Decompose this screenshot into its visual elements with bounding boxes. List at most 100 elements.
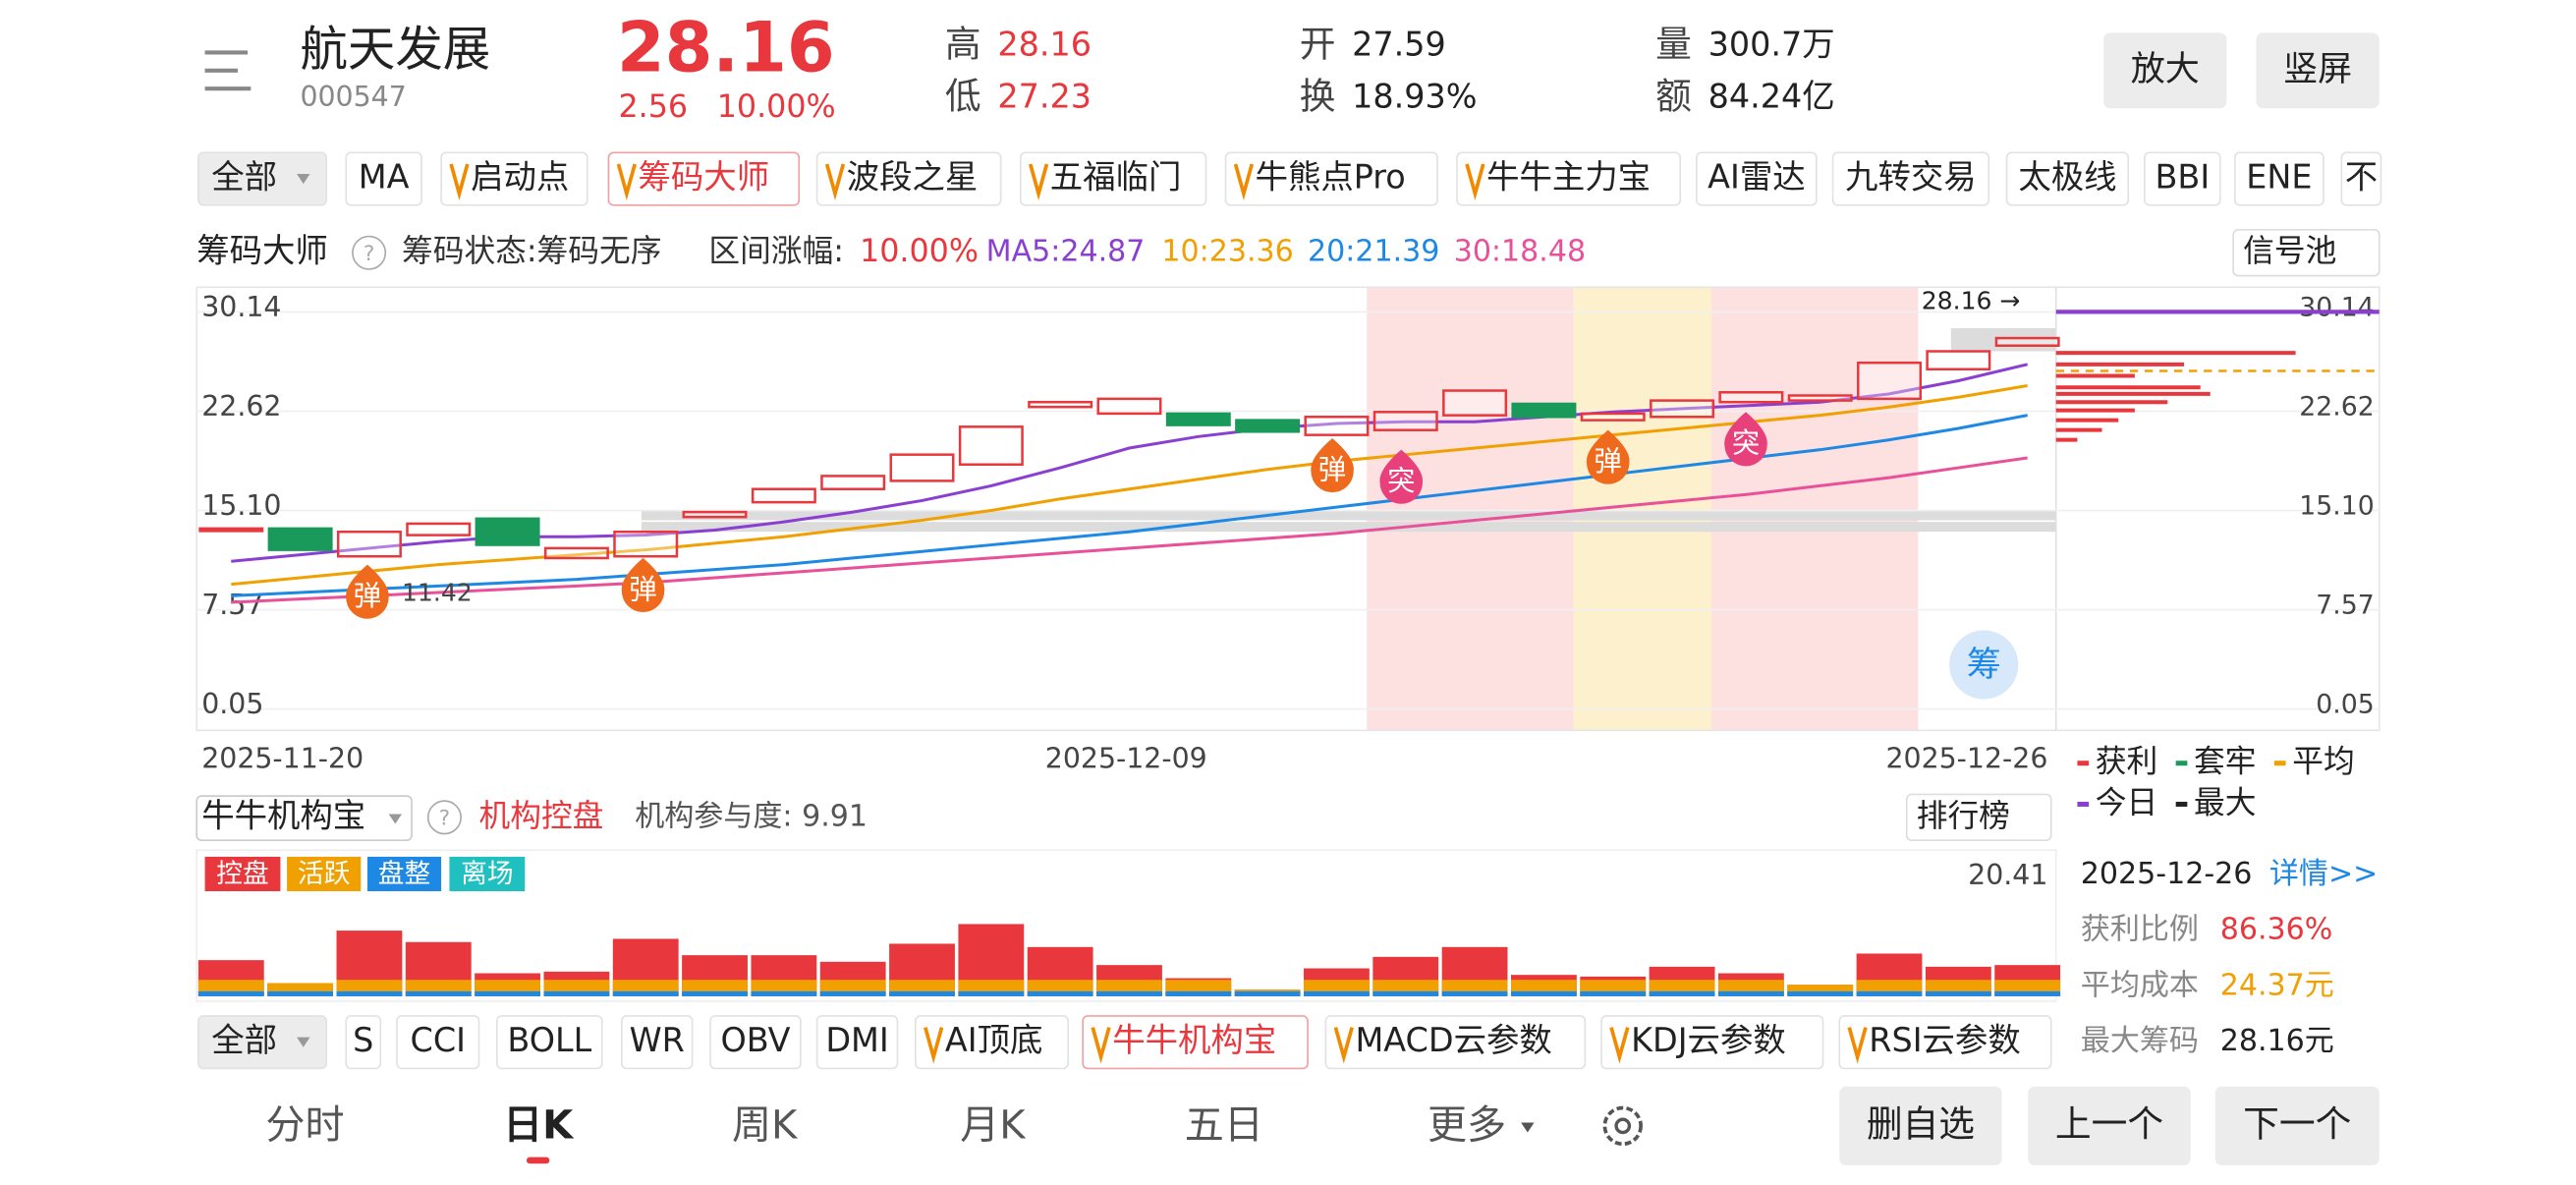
signal-marker [346, 564, 389, 619]
ranking-button[interactable] [1905, 793, 2052, 842]
signal-marker [1586, 429, 1630, 484]
tab[interactable] [709, 1015, 802, 1070]
y-tick-label-right: 30.14 [2299, 293, 2374, 323]
help-icon[interactable] [352, 235, 387, 270]
tab-label: KDJ云参数 [1631, 1021, 1786, 1059]
y-tick-label: 15.10 [201, 489, 281, 522]
consolidation-band [889, 990, 955, 996]
signal-marker-label: 突 [1732, 427, 1760, 460]
tab-label: 启动点 [471, 158, 569, 197]
chip-legend-label: 套牢 [2194, 745, 2256, 780]
tab[interactable] [345, 1015, 382, 1070]
nav-button[interactable] [1839, 1086, 2002, 1165]
tab[interactable] [496, 1015, 603, 1070]
consolidation-band [1649, 990, 1715, 996]
candle-body [613, 530, 679, 558]
consolidation-band [267, 990, 334, 996]
tab[interactable] [197, 151, 328, 206]
candle-body [1304, 416, 1370, 436]
vip-icon [1091, 1027, 1111, 1064]
signal-marker-label: 突 [1387, 465, 1415, 497]
tab[interactable] [1696, 151, 1818, 206]
nav-tab: 日K [503, 1103, 575, 1149]
tab-label: MA [359, 158, 410, 197]
nav-underline [526, 1157, 550, 1164]
consolidation-band [1717, 990, 1784, 996]
change: 2.56 [618, 89, 688, 125]
tab[interactable] [1019, 151, 1207, 206]
tab-label: ENE [2246, 158, 2312, 197]
candle-body [958, 425, 1024, 466]
consolidation-band [1234, 990, 1301, 996]
tab[interactable] [1082, 1015, 1309, 1070]
sub-selector-label: 牛牛机构宝 [201, 796, 365, 834]
chip-legend-label: 最大 [2194, 785, 2256, 820]
nav-button[interactable] [2028, 1086, 2191, 1165]
tab[interactable] [345, 151, 422, 206]
x-tick-label: 2025-12-26 [1885, 742, 2047, 774]
tab[interactable] [815, 1015, 899, 1070]
tab[interactable] [914, 1015, 1070, 1070]
tab[interactable] [607, 151, 801, 206]
chip-button[interactable] [1949, 630, 2019, 700]
consolidation-band [1372, 990, 1439, 996]
ma-line [231, 456, 2028, 604]
help-icon[interactable] [426, 800, 462, 835]
tab[interactable] [2233, 151, 2324, 206]
candle-body [543, 546, 609, 560]
tab[interactable] [620, 1015, 694, 1070]
tab[interactable] [2144, 151, 2221, 206]
tab[interactable] [1224, 151, 1438, 206]
tab[interactable] [1600, 1015, 1824, 1070]
menu-icon[interactable] [204, 50, 252, 91]
tab-label: AI顶底 [945, 1021, 1042, 1059]
consolidation-band [1925, 990, 1991, 996]
signal-marker [621, 557, 665, 613]
tab[interactable] [2005, 151, 2130, 206]
tab-label: 牛牛机构宝 [1112, 1021, 1276, 1059]
info-label: 平均成本 [2081, 968, 2199, 1002]
chip-legend-label: 平均 [2292, 745, 2354, 780]
consolidation-band [197, 990, 264, 996]
vip-icon [1233, 163, 1255, 200]
sub-selector[interactable] [196, 795, 413, 842]
nav-button[interactable] [2214, 1086, 2380, 1165]
tab[interactable] [2340, 151, 2382, 206]
zone-shade [1367, 287, 1574, 731]
tab[interactable] [197, 1015, 328, 1070]
tab[interactable] [1831, 151, 1990, 206]
consolidation-band [405, 990, 472, 996]
consolidation-band [751, 990, 817, 996]
vip-icon [924, 1027, 944, 1064]
y-tick-label: 30.14 [201, 291, 281, 323]
consolidation-band [819, 990, 886, 996]
candle-body [1994, 336, 2060, 347]
legend-ma: 10:23.36 [1161, 235, 1293, 269]
tab-label: 全部 [211, 158, 277, 197]
tab[interactable] [815, 151, 1002, 206]
tab[interactable] [440, 151, 588, 206]
info-value: 86.36% [2220, 913, 2333, 947]
tab[interactable] [1838, 1015, 2052, 1070]
consolidation-band [543, 990, 610, 996]
dropdown-icon [297, 1037, 310, 1047]
stat-value: 300.7万 [1708, 25, 1835, 63]
tab[interactable] [396, 1015, 480, 1070]
settings-icon[interactable] [1602, 1105, 1643, 1147]
tab-label: 全部 [211, 1021, 277, 1059]
header-button[interactable] [2256, 32, 2380, 109]
tab[interactable] [1324, 1015, 1587, 1070]
signal-marker-label: 弹 [1318, 453, 1346, 485]
info-label: 最大筹码 [2081, 1024, 2199, 1058]
signal-pool-button[interactable] [2232, 229, 2380, 277]
x-tick-label: 2025-12-09 [1045, 742, 1207, 774]
consolidation-band [612, 990, 679, 996]
tab[interactable] [1456, 151, 1682, 206]
signal-marker [1724, 412, 1767, 467]
sub-tag-label: 盘整 [378, 859, 430, 889]
tab-label: 筹码大师 [639, 158, 770, 197]
candle-body [1442, 389, 1508, 417]
candle-body [198, 527, 264, 533]
candle-body [1165, 412, 1231, 426]
header-button[interactable] [2103, 32, 2227, 109]
